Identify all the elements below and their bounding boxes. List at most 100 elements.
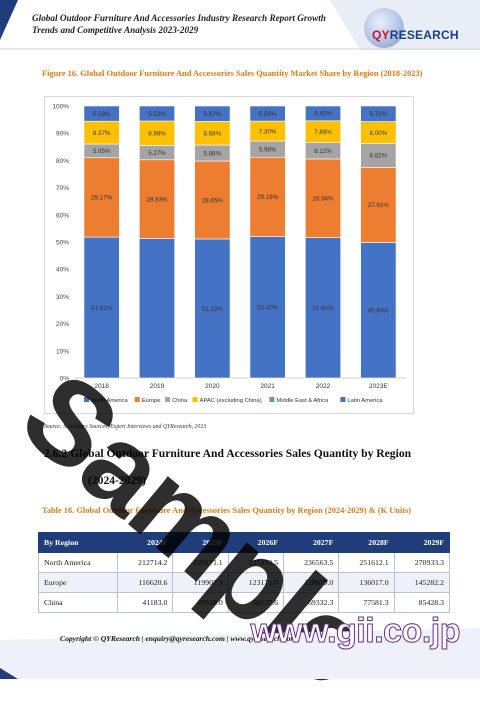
table-cell: 49518.0 <box>173 593 228 613</box>
table-cell: North America <box>39 553 118 573</box>
y-tick-label: 30% <box>56 294 69 301</box>
figure-caption: Figure 16. Global Outdoor Furniture And … <box>42 68 442 80</box>
table-cell: 128679.0 <box>284 573 339 593</box>
x-tick-label: 2020 <box>205 383 220 390</box>
legend-label: Europe <box>142 398 161 404</box>
legend-swatch <box>269 397 274 402</box>
data-label: 28.65% <box>202 197 223 204</box>
y-tick-label: 50% <box>56 240 69 247</box>
data-label: 5.98% <box>259 146 277 153</box>
data-label: 6.12% <box>314 148 332 155</box>
legend-swatch <box>165 397 170 402</box>
data-label: 27.61% <box>368 202 389 209</box>
data-label: 28.93% <box>147 196 168 203</box>
data-label: 8.68% <box>204 131 222 138</box>
data-label: 5.59% <box>93 111 111 118</box>
data-label: 7.89% <box>314 129 332 136</box>
x-tick-label: 2023E <box>369 383 388 390</box>
data-label: 5.88% <box>204 150 222 157</box>
table-header-row: By Region 2024F 2025F 2026F 2027F 2028F … <box>39 533 450 553</box>
y-tick-label: 80% <box>56 158 69 165</box>
legend-label: North America <box>91 398 129 404</box>
column-header: 2024F <box>118 533 173 553</box>
qyresearch-logo: QYRESEARCH <box>372 28 459 42</box>
legend-swatch <box>193 397 198 402</box>
data-label: 51.60% <box>313 305 334 312</box>
table-cell: 136017.0 <box>339 573 394 593</box>
bar-segment <box>139 238 174 378</box>
table-row: China 41183.0 49518.0 60137.6 69332.3 77… <box>39 593 450 613</box>
column-header: 2026F <box>228 533 283 553</box>
legend-label: China <box>172 398 188 404</box>
data-label: 8.82% <box>370 153 388 160</box>
column-header: 2027F <box>284 533 339 553</box>
data-label: 5.55% <box>259 111 277 118</box>
data-label: 49.84% <box>368 308 389 315</box>
source-note: Source: Secondary Sources, Expert Interv… <box>44 424 206 430</box>
legend-label: Middle East & Africa <box>276 398 329 404</box>
table-cell: 145282.2 <box>394 573 449 593</box>
table-cell: 41183.0 <box>118 593 173 613</box>
x-tick-label: 2018 <box>94 383 109 390</box>
data-label: 29.17% <box>91 195 112 202</box>
table-cell: 270933.3 <box>394 553 449 573</box>
table-cell: 236563.5 <box>284 553 339 573</box>
sales-quantity-table: By Region 2024F 2025F 2026F 2027F 2028F … <box>38 532 450 613</box>
data-label: 5.67% <box>204 111 222 118</box>
data-label: 52.00% <box>257 305 278 312</box>
table-cell: 227470.5 <box>228 553 283 573</box>
table-row: Europe 116620.6 119907.3 123171.0 128679… <box>39 573 450 593</box>
y-tick-label: 90% <box>56 131 69 138</box>
table-caption: Table 16. Global Outdoor Furniture And A… <box>42 505 452 517</box>
y-tick-label: 0% <box>60 376 70 383</box>
data-label: 5.27% <box>148 150 166 157</box>
table-cell: China <box>39 593 118 613</box>
legend-swatch <box>135 397 140 402</box>
table-cell: 116620.6 <box>118 573 173 593</box>
table-cell: 119907.3 <box>173 573 228 593</box>
section-heading: 2.6.2 Global Outdoor Furniture And Acces… <box>44 447 411 460</box>
column-header: By Region <box>39 533 118 553</box>
column-header: 2025F <box>173 533 228 553</box>
column-header: 2029F <box>394 533 449 553</box>
data-label: 28.94% <box>313 196 334 203</box>
data-label: 29.16% <box>257 194 278 201</box>
data-label: 5.05% <box>93 148 111 155</box>
data-label: 7.30% <box>259 128 277 135</box>
logo-research: RESEARCH <box>390 28 459 42</box>
data-label: 51.12% <box>202 306 223 313</box>
table-cell: 77581.3 <box>339 593 394 613</box>
x-tick-label: 2022 <box>316 383 331 390</box>
stacked-bar-chart: 0% 10% 20% 30% 40% 50% 60% 70% 80% 90% 100% 51.81% 2… <box>44 96 412 412</box>
data-label: 5.73% <box>370 111 388 118</box>
data-label: 8.37% <box>93 130 111 137</box>
data-label: 51.81% <box>91 305 112 312</box>
gii-logo-text: www.gii.co.jp <box>251 612 460 651</box>
table-cell: 60137.6 <box>228 593 283 613</box>
y-tick-label: 100% <box>52 104 69 111</box>
table-cell: 69332.3 <box>284 593 339 613</box>
y-tick-label: 10% <box>56 348 69 355</box>
data-label: 5.45% <box>314 111 332 118</box>
legend-label: Latin America <box>347 398 383 404</box>
table-cell: 251612.1 <box>339 553 394 573</box>
legend-label: APAC (excluding China) <box>200 398 262 404</box>
y-tick-label: 60% <box>56 212 69 219</box>
table-cell: 123171.0 <box>228 573 283 593</box>
y-tick-label: 70% <box>56 185 69 192</box>
table-cell: 220171.1 <box>173 553 228 573</box>
table-cell: Europe <box>39 573 118 593</box>
x-tick-label: 2021 <box>260 383 275 390</box>
logo-qy: QY <box>372 28 390 42</box>
y-tick-label: 40% <box>56 267 69 274</box>
data-label: 8.98% <box>148 131 166 138</box>
x-tick-label: 2019 <box>150 383 165 390</box>
legend-swatch <box>340 397 345 402</box>
column-header: 2028F <box>339 533 394 553</box>
data-label: 5.52% <box>148 111 166 118</box>
table-cell: 85428.3 <box>394 593 449 613</box>
legend-swatch <box>84 397 89 402</box>
y-tick-label: 20% <box>56 321 69 328</box>
data-label: 8.00% <box>370 130 388 137</box>
section-heading-years: (2024-2029) <box>88 474 146 487</box>
